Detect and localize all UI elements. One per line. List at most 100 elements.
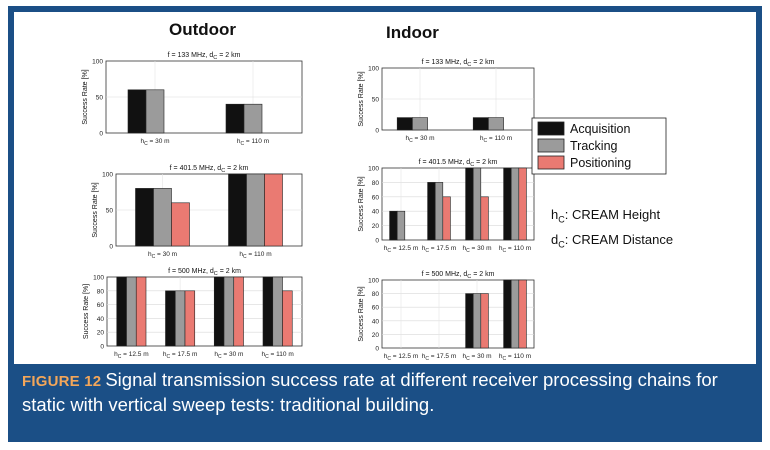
text-part: h [140, 138, 144, 145]
text-part: h [237, 138, 241, 145]
subscript: C [241, 141, 245, 147]
y-axis-label: Success Rate [%] [82, 69, 89, 124]
bar-acquisition [228, 173, 247, 247]
bar-acquisition [503, 279, 512, 349]
y-tick-label: 0 [109, 244, 113, 251]
bar-positioning [135, 276, 147, 347]
bar-acquisition [225, 103, 245, 134]
text-part: = 30 m [148, 138, 170, 145]
bar-tracking [472, 293, 482, 349]
legend-label-positioning: Positioning [570, 156, 631, 170]
x-tick-label: hC = 30 m [462, 245, 491, 254]
subscript: C [425, 248, 429, 254]
text-part: h [262, 351, 266, 358]
text-part: h [384, 353, 388, 360]
subscript: C [144, 141, 148, 147]
x-tick-label: hC = 30 m [148, 251, 177, 260]
text-part: = 30 m [413, 135, 435, 142]
bar-positioning [518, 279, 527, 349]
bar-positioning [518, 167, 527, 241]
height-subscript: C [558, 214, 565, 225]
subscript: C [387, 356, 391, 362]
y-tick-label: 100 [368, 278, 379, 285]
y-tick-label: 100 [93, 275, 104, 282]
subscript: C [467, 62, 471, 68]
height-annotation-text: : CREAM Height [564, 207, 661, 222]
bar-tracking [243, 103, 263, 134]
text-part: = 30 m [155, 251, 177, 258]
bar-positioning [480, 196, 489, 241]
y-tick-label: 100 [368, 166, 379, 173]
y-tick-label: 40 [372, 209, 380, 216]
bar-tracking [145, 89, 165, 134]
x-tick-label: hC = 12.5 m [384, 353, 419, 362]
bar-acquisition [427, 182, 436, 241]
text-part: h [214, 351, 218, 358]
subscript: C [221, 168, 225, 174]
subscript: C [218, 354, 222, 360]
bar-tracking [412, 117, 428, 131]
distance-subscript: C [558, 239, 565, 250]
text-part: = 17.5 m [170, 351, 197, 358]
bar-tracking [434, 182, 444, 241]
y-tick-label: 0 [375, 128, 379, 135]
text-part: = 110 m [244, 138, 269, 145]
text-part: = 30 m [470, 245, 492, 252]
text-part: h [422, 353, 426, 360]
subscript: C [425, 356, 429, 362]
y-axis-label: Success Rate [%] [358, 286, 365, 341]
y-tick-label: 0 [100, 344, 104, 351]
x-tick-label: hC = 17.5 m [163, 351, 198, 360]
bar-acquisition [396, 117, 413, 131]
subscript: C [467, 274, 471, 280]
text-part: f = 401.5 MHz, d [170, 165, 222, 172]
caption-text: Signal transmission success rate at diff… [22, 369, 718, 415]
subscript: C [466, 356, 470, 362]
x-tick-label: hC = 110 m [499, 245, 531, 254]
chart-title: f = 133 MHz, dC = 2 km [168, 52, 241, 61]
text-part: h [422, 245, 426, 252]
x-tick-label: hC = 17.5 m [422, 245, 457, 254]
y-tick-label: 80 [372, 180, 380, 187]
text-part: = 2 km [217, 52, 240, 59]
subscript: C [213, 55, 217, 61]
y-tick-label: 60 [372, 194, 380, 201]
text-part: = 110 m [506, 353, 531, 360]
subscript: C [503, 356, 507, 362]
legend-swatch-tracking [537, 138, 565, 153]
legend-swatch-positioning [537, 155, 565, 170]
indoor-heading: Indoor [386, 23, 439, 42]
bar-positioning [480, 293, 489, 349]
bar-positioning [184, 290, 196, 347]
text-part: h [114, 351, 118, 358]
text-part: h [499, 353, 503, 360]
text-part: = 110 m [506, 245, 531, 252]
subscript: C [152, 254, 156, 260]
y-axis-label: Success Rate [%] [358, 176, 365, 231]
bar-positioning [233, 276, 244, 347]
text-part: = 110 m [487, 135, 512, 142]
bar-positioning [442, 196, 451, 241]
height-symbol: h [551, 207, 559, 222]
bar-tracking [488, 117, 504, 131]
chart-title: f = 500 MHz, dC = 2 km [422, 271, 495, 280]
x-tick-label: hC = 110 m [262, 351, 294, 360]
text-part: = 12.5 m [391, 353, 418, 360]
x-tick-label: hC = 12.5 m [384, 245, 419, 254]
subscript: C [118, 354, 122, 360]
x-tick-label: hC = 30 m [214, 351, 243, 360]
bar-acquisition [503, 167, 512, 241]
y-tick-label: 0 [375, 238, 379, 245]
y-tick-label: 50 [96, 95, 104, 102]
bar-positioning [282, 290, 293, 347]
legend-swatch-acquisition [537, 121, 565, 136]
bar-tracking [472, 167, 482, 241]
bar-acquisition [116, 276, 127, 347]
subscript: C [470, 162, 474, 168]
x-tick-label: hC = 12.5 m [114, 351, 149, 360]
y-tick-label: 0 [99, 131, 103, 138]
chart-title: f = 401.5 MHz, dC = 2 km [419, 159, 498, 168]
